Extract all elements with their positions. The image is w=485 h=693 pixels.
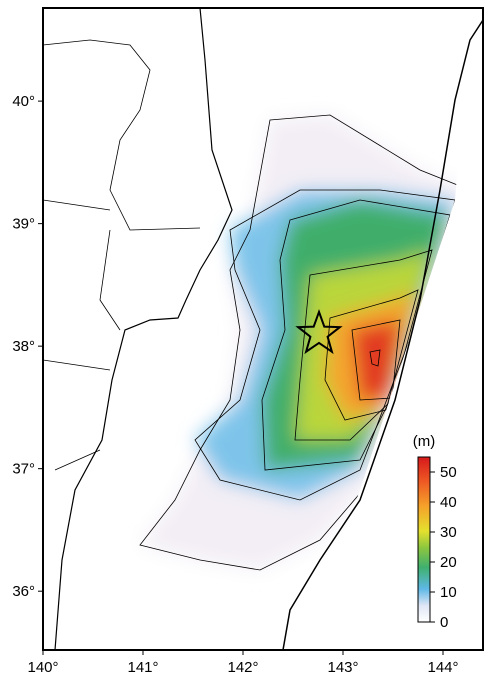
slip-field	[43, 8, 483, 650]
colorbar	[417, 456, 431, 623]
x-tick-label: 143°	[327, 659, 358, 676]
y-tick-label: 37°	[12, 461, 35, 478]
epicenter	[295, 308, 343, 355]
y-tick-label: 38°	[12, 338, 35, 355]
colorbar-tick-label: 40	[440, 494, 457, 511]
x-tick-label: 142°	[227, 659, 258, 676]
y-tick-label: 40°	[12, 93, 35, 110]
colorbar-tick-label: 30	[440, 524, 457, 541]
colorbar-tick-label: 20	[440, 554, 457, 571]
colorbar-tick-label: 0	[440, 614, 448, 631]
y-tick-label: 36°	[12, 583, 35, 600]
x-tick-label: 141°	[127, 659, 158, 676]
map-frame	[42, 7, 484, 651]
y-tick-label: 39°	[12, 216, 35, 233]
colorbar-tick-label: 50	[440, 464, 457, 481]
colorbar-title: (m)	[413, 433, 436, 450]
x-tick-label: 144°	[427, 659, 458, 676]
x-tick-label: 140°	[27, 659, 58, 676]
colorbar-tick-label: 10	[440, 584, 457, 601]
